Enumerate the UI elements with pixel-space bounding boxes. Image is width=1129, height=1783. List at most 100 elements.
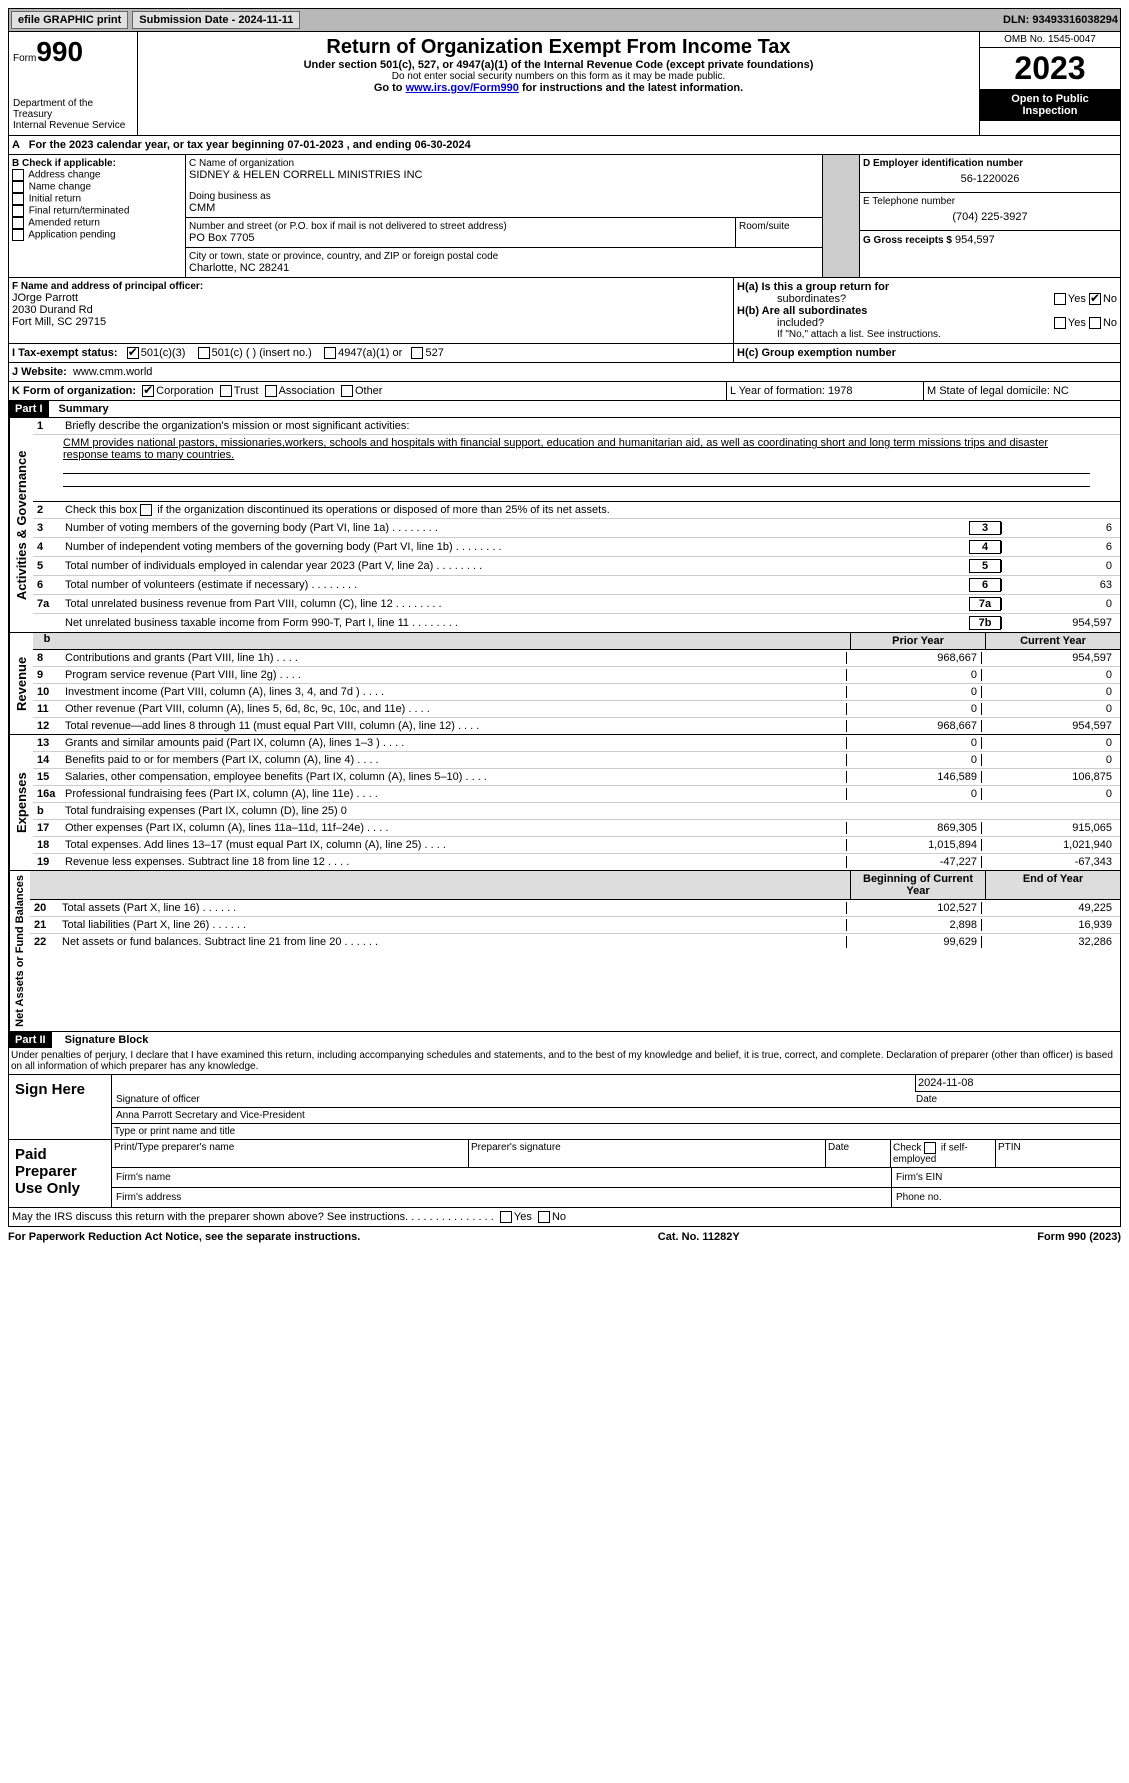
- revenue-label: Revenue: [9, 633, 33, 734]
- ptin-label: PTIN: [996, 1140, 1120, 1167]
- officer-addr2: Fort Mill, SC 29715: [12, 316, 730, 328]
- netassets-label: Net Assets or Fund Balances: [9, 871, 30, 1031]
- prep-sig-label: Preparer's signature: [469, 1140, 826, 1167]
- expense-row: 13Grants and similar amounts paid (Part …: [33, 735, 1120, 752]
- firm-phone-label: Phone no.: [892, 1188, 1120, 1207]
- corp-checkbox[interactable]: [142, 385, 154, 397]
- firm-ein-label: Firm's EIN: [892, 1168, 1120, 1187]
- phone-value: (704) 225-3927: [863, 207, 1117, 227]
- efile-button[interactable]: efile GRAPHIC print: [11, 11, 128, 29]
- activities-section: Activities & Governance 1Briefly describ…: [8, 418, 1121, 633]
- revenue-row: 9Program service revenue (Part VIII, lin…: [33, 667, 1120, 684]
- org-name: SIDNEY & HELEN CORRELL MINISTRIES INC: [189, 169, 819, 181]
- 501c-checkbox[interactable]: [198, 347, 210, 359]
- sign-date: 2024-11-08: [915, 1075, 1120, 1092]
- form-number: 990: [36, 36, 83, 67]
- hb-label: H(b) Are all subordinates: [737, 305, 867, 317]
- box-b: B Check if applicable: Address change Na…: [9, 155, 186, 277]
- other-checkbox[interactable]: [341, 385, 353, 397]
- discontinued-checkbox[interactable]: [140, 504, 152, 516]
- part2-title: Signature Block: [55, 1032, 159, 1048]
- mission-text: CMM provides national pastors, missionar…: [63, 437, 1048, 461]
- form-ref: Form 990 (2023): [1037, 1231, 1121, 1243]
- boxb-checkbox[interactable]: [12, 217, 24, 229]
- 4947-checkbox[interactable]: [324, 347, 336, 359]
- submission-date: Submission Date - 2024-11-11: [132, 11, 300, 29]
- activity-row: 6Total number of volunteers (estimate if…: [33, 576, 1120, 595]
- activity-row: Net unrelated business taxable income fr…: [33, 614, 1120, 632]
- form-subtitle: Under section 501(c), 527, or 4947(a)(1)…: [142, 59, 975, 71]
- self-emp-checkbox[interactable]: [924, 1142, 936, 1154]
- discuss-no-checkbox[interactable]: [538, 1211, 550, 1223]
- top-bar: efile GRAPHIC print Submission Date - 20…: [8, 8, 1121, 32]
- netassets-section: Net Assets or Fund Balances Beginning of…: [8, 871, 1121, 1032]
- firm-addr-label: Firm's address: [112, 1188, 892, 1207]
- officer-row: F Name and address of principal officer:…: [8, 278, 1121, 344]
- l-formation: L Year of formation: 1978: [727, 382, 924, 400]
- boxb-checkbox[interactable]: [12, 193, 24, 205]
- part2-label: Part II: [9, 1032, 52, 1048]
- hb-sub: included?: [737, 317, 1054, 329]
- assoc-checkbox[interactable]: [265, 385, 277, 397]
- expense-row: 16aProfessional fundraising fees (Part I…: [33, 786, 1120, 803]
- ha-sub: subordinates?: [737, 293, 1054, 305]
- gross-label: G Gross receipts $: [863, 235, 952, 246]
- activity-row: 7aTotal unrelated business revenue from …: [33, 595, 1120, 614]
- expense-row: 14Benefits paid to or for members (Part …: [33, 752, 1120, 769]
- inspection-1: Open to Public: [1011, 93, 1089, 105]
- ha-no-checkbox[interactable]: [1089, 293, 1101, 305]
- boxb-checkbox[interactable]: [12, 229, 24, 241]
- period-row: A For the 2023 calendar year, or tax yea…: [8, 136, 1121, 155]
- discuss-yes-checkbox[interactable]: [500, 1211, 512, 1223]
- expense-row: bTotal fundraising expenses (Part IX, co…: [33, 803, 1120, 820]
- tax-year: 2023: [980, 48, 1120, 89]
- part1-title: Summary: [49, 401, 119, 417]
- expense-row: 18Total expenses. Add lines 13–17 (must …: [33, 837, 1120, 854]
- date-label: Date: [916, 1094, 1116, 1105]
- ssn-note: Do not enter social security numbers on …: [142, 71, 975, 82]
- cat-no: Cat. No. 11282Y: [658, 1231, 740, 1243]
- j-label: J Website:: [12, 366, 67, 378]
- website-value: www.cmm.world: [73, 366, 152, 378]
- end-year-hdr: End of Year: [985, 871, 1120, 899]
- expenses-label: Expenses: [9, 735, 33, 870]
- boxb-checkbox[interactable]: [12, 181, 24, 193]
- netasset-row: 22Net assets or fund balances. Subtract …: [30, 934, 1120, 950]
- 527-checkbox[interactable]: [411, 347, 423, 359]
- dept-label: Department of the Treasury: [13, 98, 133, 120]
- expenses-section: Expenses 13Grants and similar amounts pa…: [8, 735, 1121, 871]
- expense-row: 19Revenue less expenses. Subtract line 1…: [33, 854, 1120, 870]
- goto-suffix: for instructions and the latest informat…: [519, 82, 743, 94]
- revenue-row: 12Total revenue—add lines 8 through 11 (…: [33, 718, 1120, 734]
- officer-sig-name: Anna Parrott Secretary and Vice-Presiden…: [112, 1108, 1120, 1124]
- spacer-col: [823, 155, 860, 277]
- box-b-label: B Check if applicable:: [12, 158, 182, 169]
- goto-label: Go to: [374, 82, 406, 94]
- part1-header: Part I Summary: [8, 401, 1121, 418]
- hb-yes-checkbox[interactable]: [1054, 317, 1066, 329]
- addr-label: Number and street (or P.O. box if mail i…: [189, 221, 732, 232]
- addr-value: PO Box 7705: [189, 232, 732, 244]
- netasset-row: 21Total liabilities (Part X, line 26) . …: [30, 917, 1120, 934]
- boxb-checkbox[interactable]: [12, 169, 24, 181]
- part2-header: Part II Signature Block Under penalties …: [8, 1032, 1121, 1075]
- 501c3-checkbox[interactable]: [127, 347, 139, 359]
- ha-yes-checkbox[interactable]: [1054, 293, 1066, 305]
- room-label: Room/suite: [735, 218, 822, 247]
- current-year-hdr: Current Year: [985, 633, 1120, 649]
- form-org-row: K Form of organization: Corporation Trus…: [8, 382, 1121, 401]
- hb-no-checkbox[interactable]: [1089, 317, 1101, 329]
- revenue-section: Revenue bPrior YearCurrent Year 8Contrib…: [8, 633, 1121, 735]
- city-label: City or town, state or province, country…: [189, 251, 819, 262]
- trust-checkbox[interactable]: [220, 385, 232, 397]
- officer-label: F Name and address of principal officer:: [12, 281, 730, 292]
- name-title-label: Type or print name and title: [112, 1124, 1120, 1139]
- prep-date-label: Date: [826, 1140, 891, 1167]
- boxb-checkbox[interactable]: [12, 205, 24, 217]
- page-footer: For Paperwork Reduction Act Notice, see …: [8, 1227, 1121, 1243]
- status-row: I Tax-exempt status: 501(c)(3) 501(c) ( …: [8, 344, 1121, 363]
- i-label: I Tax-exempt status:: [12, 347, 118, 359]
- m-domicile: M State of legal domicile: NC: [924, 382, 1120, 400]
- irs-link[interactable]: www.irs.gov/Form990: [406, 82, 519, 94]
- part1-label: Part I: [9, 401, 49, 417]
